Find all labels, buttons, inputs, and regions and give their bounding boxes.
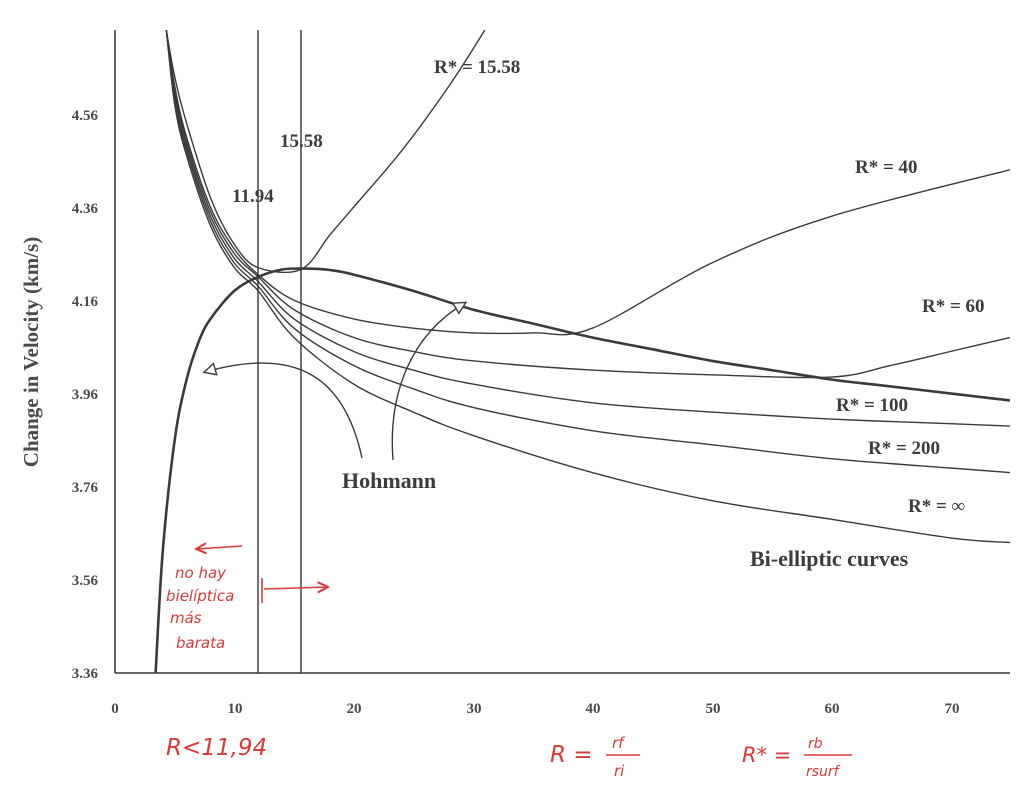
label-15-58: 15.58	[280, 131, 323, 152]
formula-rstar-num: rb	[808, 736, 823, 752]
x-tick-labels: 0 10 20 30 40 50 60 70	[111, 701, 959, 717]
y-tick-3-56: 3.56	[72, 573, 99, 589]
label-r-200: R* = 200	[868, 438, 940, 459]
y-tick-3-36: 3.36	[72, 666, 99, 682]
x-tick-0: 0	[111, 701, 119, 717]
note-line-3: más	[170, 609, 202, 627]
label-11-94: 11.94	[232, 186, 274, 207]
series-r-inf	[165, 30, 1010, 544]
x-tick-30: 30	[467, 701, 482, 717]
x-tick-40: 40	[586, 701, 601, 717]
hohmann-arrow-right	[391, 303, 465, 461]
formula-r-lhs: R =	[550, 742, 593, 768]
label-r-60: R* = 60	[922, 296, 985, 317]
x-tick-70: 70	[945, 701, 960, 717]
formula-r-den: ri	[614, 762, 625, 780]
note-line-1: no hay	[175, 564, 227, 582]
hohmann-arrow-left	[205, 363, 363, 459]
x-tick-60: 60	[825, 701, 840, 717]
x-tick-10: 10	[228, 701, 243, 717]
series-group	[154, 30, 1010, 673]
series-r-40	[165, 30, 1010, 336]
series-r-200	[165, 30, 1010, 474]
label-r-100: R* = 100	[836, 395, 908, 416]
note-line-2: bielíptica	[166, 587, 234, 605]
axes	[114, 30, 1010, 674]
y-tick-4-16: 4.16	[72, 294, 99, 310]
series-r-15-58	[165, 30, 486, 274]
y-tick-3-96: 3.96	[72, 387, 99, 403]
formula-rstar-lhs: R* =	[742, 743, 791, 767]
x-tick-50: 50	[706, 701, 721, 717]
y-tick-4-36: 4.36	[72, 201, 99, 217]
x-tick-20: 20	[347, 701, 362, 717]
note-r-less: R<11,94	[166, 735, 267, 761]
y-tick-labels: 3.36 3.56 3.76 3.96 4.16 4.36 4.56	[72, 108, 99, 682]
series-r-60	[165, 30, 1010, 379]
label-r-40: R* = 40	[855, 157, 918, 178]
series-r-100	[165, 30, 1010, 427]
label-r-15-58: R* = 15.58	[434, 57, 520, 78]
y-axis-label: Change in Velocity (km/s)	[19, 237, 43, 467]
note-line-4: barata	[176, 634, 225, 652]
formula-r-num: rf	[612, 734, 626, 752]
label-bi-elliptic-curves: Bi-elliptic curves	[750, 546, 909, 571]
label-hohmann: Hohmann	[342, 468, 436, 493]
label-r-inf: R* = ∞	[908, 496, 965, 517]
red-arrow-left	[196, 546, 243, 549]
formula-rstar-den: rsurf	[806, 764, 841, 780]
hohmann-pointers	[205, 303, 465, 461]
handwritten-notes: no hay bielíptica más barata R<11,94 R =…	[166, 546, 852, 780]
y-tick-3-76: 3.76	[72, 480, 99, 496]
series-hohmann	[154, 267, 1010, 673]
red-arrow-right	[263, 587, 328, 589]
y-tick-4-56: 4.56	[72, 108, 99, 124]
